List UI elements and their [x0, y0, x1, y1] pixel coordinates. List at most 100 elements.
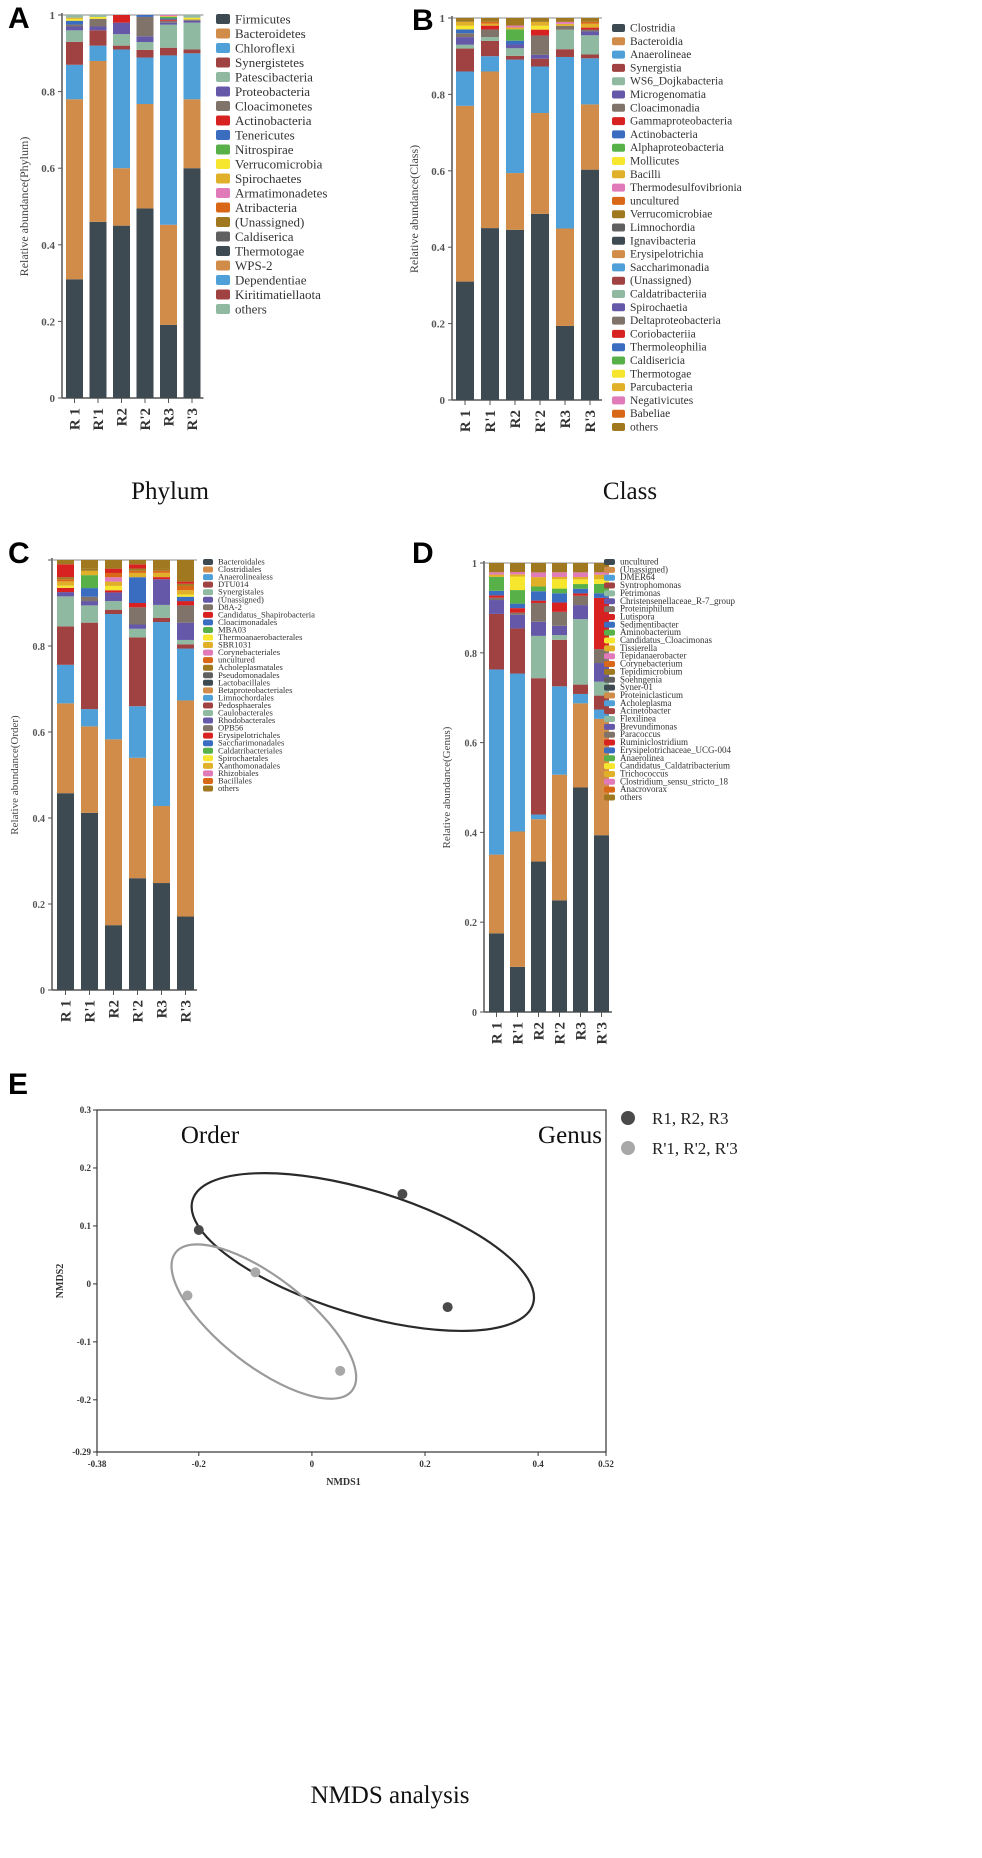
bar-segment-bacteroidetes [183, 99, 201, 169]
bar-segment-bacilli [506, 27, 524, 30]
scatter-point [442, 1302, 453, 1313]
legend-label: uncultured [218, 655, 255, 665]
bar-segment-lutispora [489, 595, 504, 598]
bar-segment-sedimentibacter [489, 590, 504, 596]
legend-label: Xanthomonadales [218, 760, 281, 770]
legend-swatch [612, 157, 625, 165]
bar-segment-bacteroidetes [113, 168, 130, 226]
legend-label: Spirochaetia [630, 302, 687, 314]
bar-segment-clostridia [531, 213, 549, 400]
legend-swatch [604, 637, 615, 644]
bar-segment-clostridiales [153, 806, 170, 884]
bar-segment-firmicutes [183, 168, 201, 398]
bar-segment-spirochaetes [66, 17, 83, 19]
bar-segment-anaerolineae [506, 59, 524, 174]
bar-segment-bacteroidales [105, 925, 122, 990]
legend-swatch [604, 731, 615, 738]
legend-label: Tissierella [620, 643, 657, 653]
x-tick-label: 0.2 [419, 1459, 431, 1469]
legend-label: Pedosphaerales [218, 700, 272, 710]
bar-segment-syntrophomonas [552, 639, 567, 687]
legend-label: others [235, 302, 267, 317]
legend-label: DMER64 [620, 572, 656, 582]
x-tick-label: 0.52 [598, 1459, 614, 1469]
legend-label: Brevundimonas [620, 721, 677, 731]
legend-swatch [604, 747, 615, 754]
bar-segment-thermoanaerobacterales [57, 585, 74, 588]
bar-segment--unassigned- [57, 592, 74, 597]
legend-label: D8A-2 [218, 602, 242, 612]
scatter-point [182, 1290, 193, 1301]
bar-segment-tissierella [510, 574, 525, 577]
legend-label: Lutispora [620, 611, 655, 621]
bar-segment-dmer64 [552, 686, 567, 775]
bar-segment-bacteroidales [177, 916, 194, 990]
bar-segment-others [153, 560, 170, 569]
y-tick-label: 0.2 [80, 1163, 92, 1173]
bar-segment-tenericutes [160, 18, 177, 20]
bar-segment-cloacimonetes [89, 18, 107, 27]
bar-segment-lutispora [531, 600, 546, 603]
legend-label: Actinobacteria [235, 113, 312, 128]
bar-segment-candidatus-shapirobacteria [153, 577, 170, 580]
bar-segment-cloacimonadales [129, 577, 146, 603]
scatter-point [193, 1224, 204, 1235]
bar-segment-others [177, 560, 194, 582]
panel-title-genus: Genus [538, 1122, 602, 1149]
bar-segment-others [57, 560, 74, 565]
legend-swatch [612, 409, 625, 418]
bar-segment-cloacimonetes [66, 24, 83, 27]
bar-segment-synergistetes [89, 30, 107, 46]
legend-swatch [216, 260, 230, 271]
bar-segment-cloacimonadales [177, 596, 194, 602]
bar-segment-armatimonadetes [160, 15, 177, 17]
bar-segment-others [129, 560, 146, 565]
legend-label: Spirochaetales [218, 753, 269, 763]
bar-segment-bacteroidales [153, 883, 170, 990]
legend-label: Corynebacteriales [218, 647, 281, 657]
bar-segment-erysipelotrichales [105, 568, 122, 573]
legend-label: Synergistetes [235, 55, 304, 70]
legend-swatch [612, 236, 625, 245]
bar-segment-chloroflexi [89, 45, 107, 61]
bar-segment-sbr1031 [177, 590, 194, 595]
bar-segment-actinobacteria [506, 40, 524, 45]
legend-label: Sedimentibacter [620, 619, 678, 629]
legend-label: Christensenellaceae_R-7_group [620, 596, 735, 606]
legend-label: Lactobacillales [218, 677, 271, 687]
bar-segment-others [81, 560, 98, 569]
bar-segment--unassigned- [129, 624, 146, 629]
bar-segment-verrucomicrobia [89, 16, 107, 19]
bar-segment-bacilli [556, 23, 574, 26]
legend-swatch [612, 383, 625, 392]
legend-label: Syntrophomonas [620, 580, 681, 590]
y-tick-label: 0.2 [465, 918, 478, 929]
legend-label: Candidatus_Cloacimonas [620, 635, 712, 645]
x-tick-label: R'1 [83, 1000, 99, 1023]
y-tick-label: 0.8 [41, 87, 55, 99]
bar-segment-candidatus-cloacimonas [594, 579, 609, 584]
bar-segment--unassigned- [531, 819, 546, 862]
legend-swatch [604, 559, 615, 565]
y-axis-label: Relative abundance(Genus) [441, 726, 453, 848]
y-axis-label: Relative abundance(Phylum) [17, 137, 31, 277]
legend-swatch [612, 263, 625, 272]
y-tick-label: 1 [472, 559, 477, 570]
group-ellipse-r [190, 1172, 536, 1333]
bar-segment-chloroflexi [183, 53, 201, 100]
bar-segment-bacteroidales [81, 812, 98, 990]
bar-segment-bacilli [481, 23, 499, 26]
x-tick-label: R2 [532, 1022, 548, 1040]
bar-segment-syntrophomonas [489, 613, 504, 670]
bar-segment-bacteroidales [129, 878, 146, 990]
legend-swatch [612, 183, 625, 192]
legend-swatch [203, 770, 213, 777]
bar-segment-uncultured [153, 570, 170, 573]
bar-segment-synergistales [153, 604, 170, 618]
bar-segment-proteobacteria [183, 20, 201, 23]
bar-segment-clostridiales [57, 703, 74, 794]
bar-segment-sedimentibacter [552, 593, 567, 603]
bar-segment-gammaproteobacteria [531, 29, 549, 36]
legend-label: (Unassigned) [620, 564, 668, 574]
legend-label: Anaerolinealess [218, 572, 274, 582]
